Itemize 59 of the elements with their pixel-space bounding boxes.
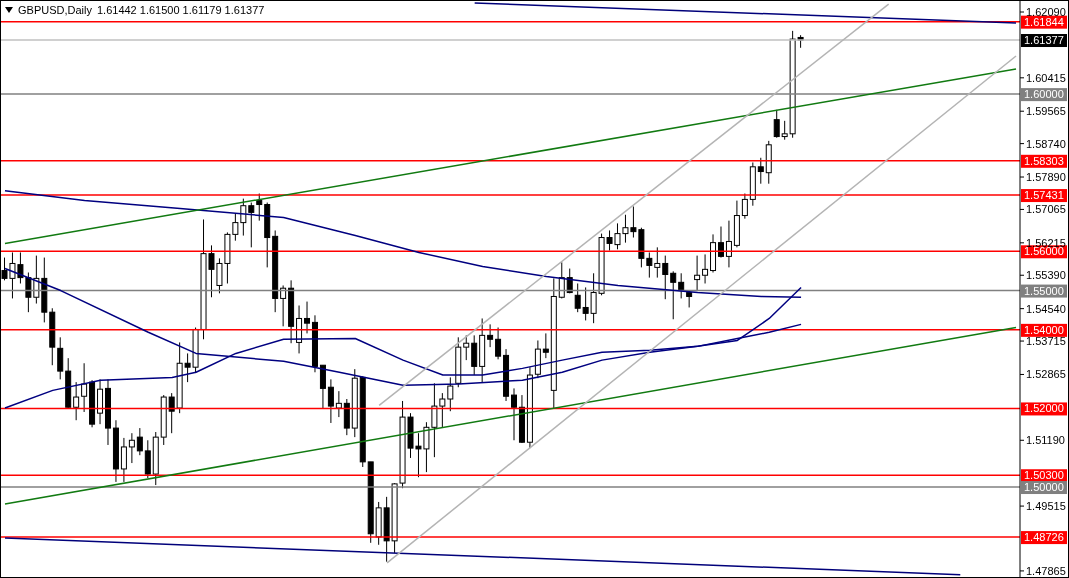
candlestick [97, 378, 104, 425]
candlestick [773, 109, 780, 139]
y-tick-label: 1.59565 [1026, 105, 1066, 118]
ref-line-label: 1.50300 [1024, 469, 1064, 482]
candlestick [120, 437, 127, 483]
y-tick-label: 1.52865 [1026, 368, 1066, 381]
y-tick-label: 1.54540 [1026, 302, 1066, 315]
candlestick [654, 246, 661, 279]
ref-line-label: 1.61377 [1024, 34, 1064, 47]
y-tick-label: 1.58740 [1026, 137, 1066, 150]
candlestick [304, 301, 311, 334]
candlestick [280, 284, 287, 327]
ref-line-label: 1.55000 [1024, 284, 1064, 297]
candlestick [725, 220, 732, 268]
y-tick-label: 1.55390 [1026, 269, 1066, 282]
ref-line-label: 1.58303 [1024, 154, 1064, 167]
ref-line-label: 1.52000 [1024, 402, 1064, 415]
ref-line-label: 1.48726 [1024, 531, 1064, 544]
candlestick [702, 253, 709, 284]
ref-line-label: 1.54000 [1024, 323, 1064, 336]
candlestick [128, 432, 135, 464]
candlestick [319, 364, 326, 409]
candlestick [757, 157, 764, 185]
ref-line-label: 1.60000 [1024, 88, 1064, 101]
candlestick [495, 327, 502, 360]
ref-line-label: 1.57431 [1024, 189, 1064, 202]
y-tick-label: 1.51190 [1026, 434, 1065, 447]
chart-subtitle: 1.61442 1.61500 1.61179 1.61377 [96, 4, 265, 16]
y-tick-label: 1.62090 [1026, 5, 1066, 18]
candlestick [662, 255, 669, 300]
candlestick [327, 378, 334, 424]
candlestick [144, 439, 151, 479]
candlestick [741, 193, 748, 220]
candlestick [487, 323, 494, 348]
ref-line-label: 1.50000 [1024, 481, 1064, 494]
y-tick-label: 1.57890 [1026, 170, 1066, 183]
candlestick [136, 427, 143, 456]
chart-title: GBPUSD,Daily [18, 4, 92, 16]
candlestick [694, 255, 701, 292]
candlestick [717, 226, 724, 259]
candlestick [471, 334, 478, 376]
y-tick-label: 1.57065 [1026, 203, 1066, 216]
candlestick [511, 387, 517, 441]
candlestick [248, 202, 255, 248]
candlestick [81, 362, 88, 413]
candlestick [73, 381, 80, 421]
ref-line-label: 1.56000 [1024, 245, 1064, 258]
candlestick [335, 390, 342, 418]
ref-line-label: 1.61844 [1024, 15, 1064, 28]
y-tick-label: 1.47865 [1026, 564, 1066, 577]
candlestick [256, 193, 263, 222]
y-tick-label: 1.53715 [1026, 334, 1066, 347]
y-tick-label: 1.60415 [1026, 71, 1066, 84]
candlestick [686, 290, 693, 308]
candlestick [542, 332, 549, 359]
y-tick-label: 1.49515 [1026, 499, 1066, 512]
candlestick [57, 336, 64, 380]
candlestick [463, 334, 470, 361]
candlestick [670, 270, 677, 320]
